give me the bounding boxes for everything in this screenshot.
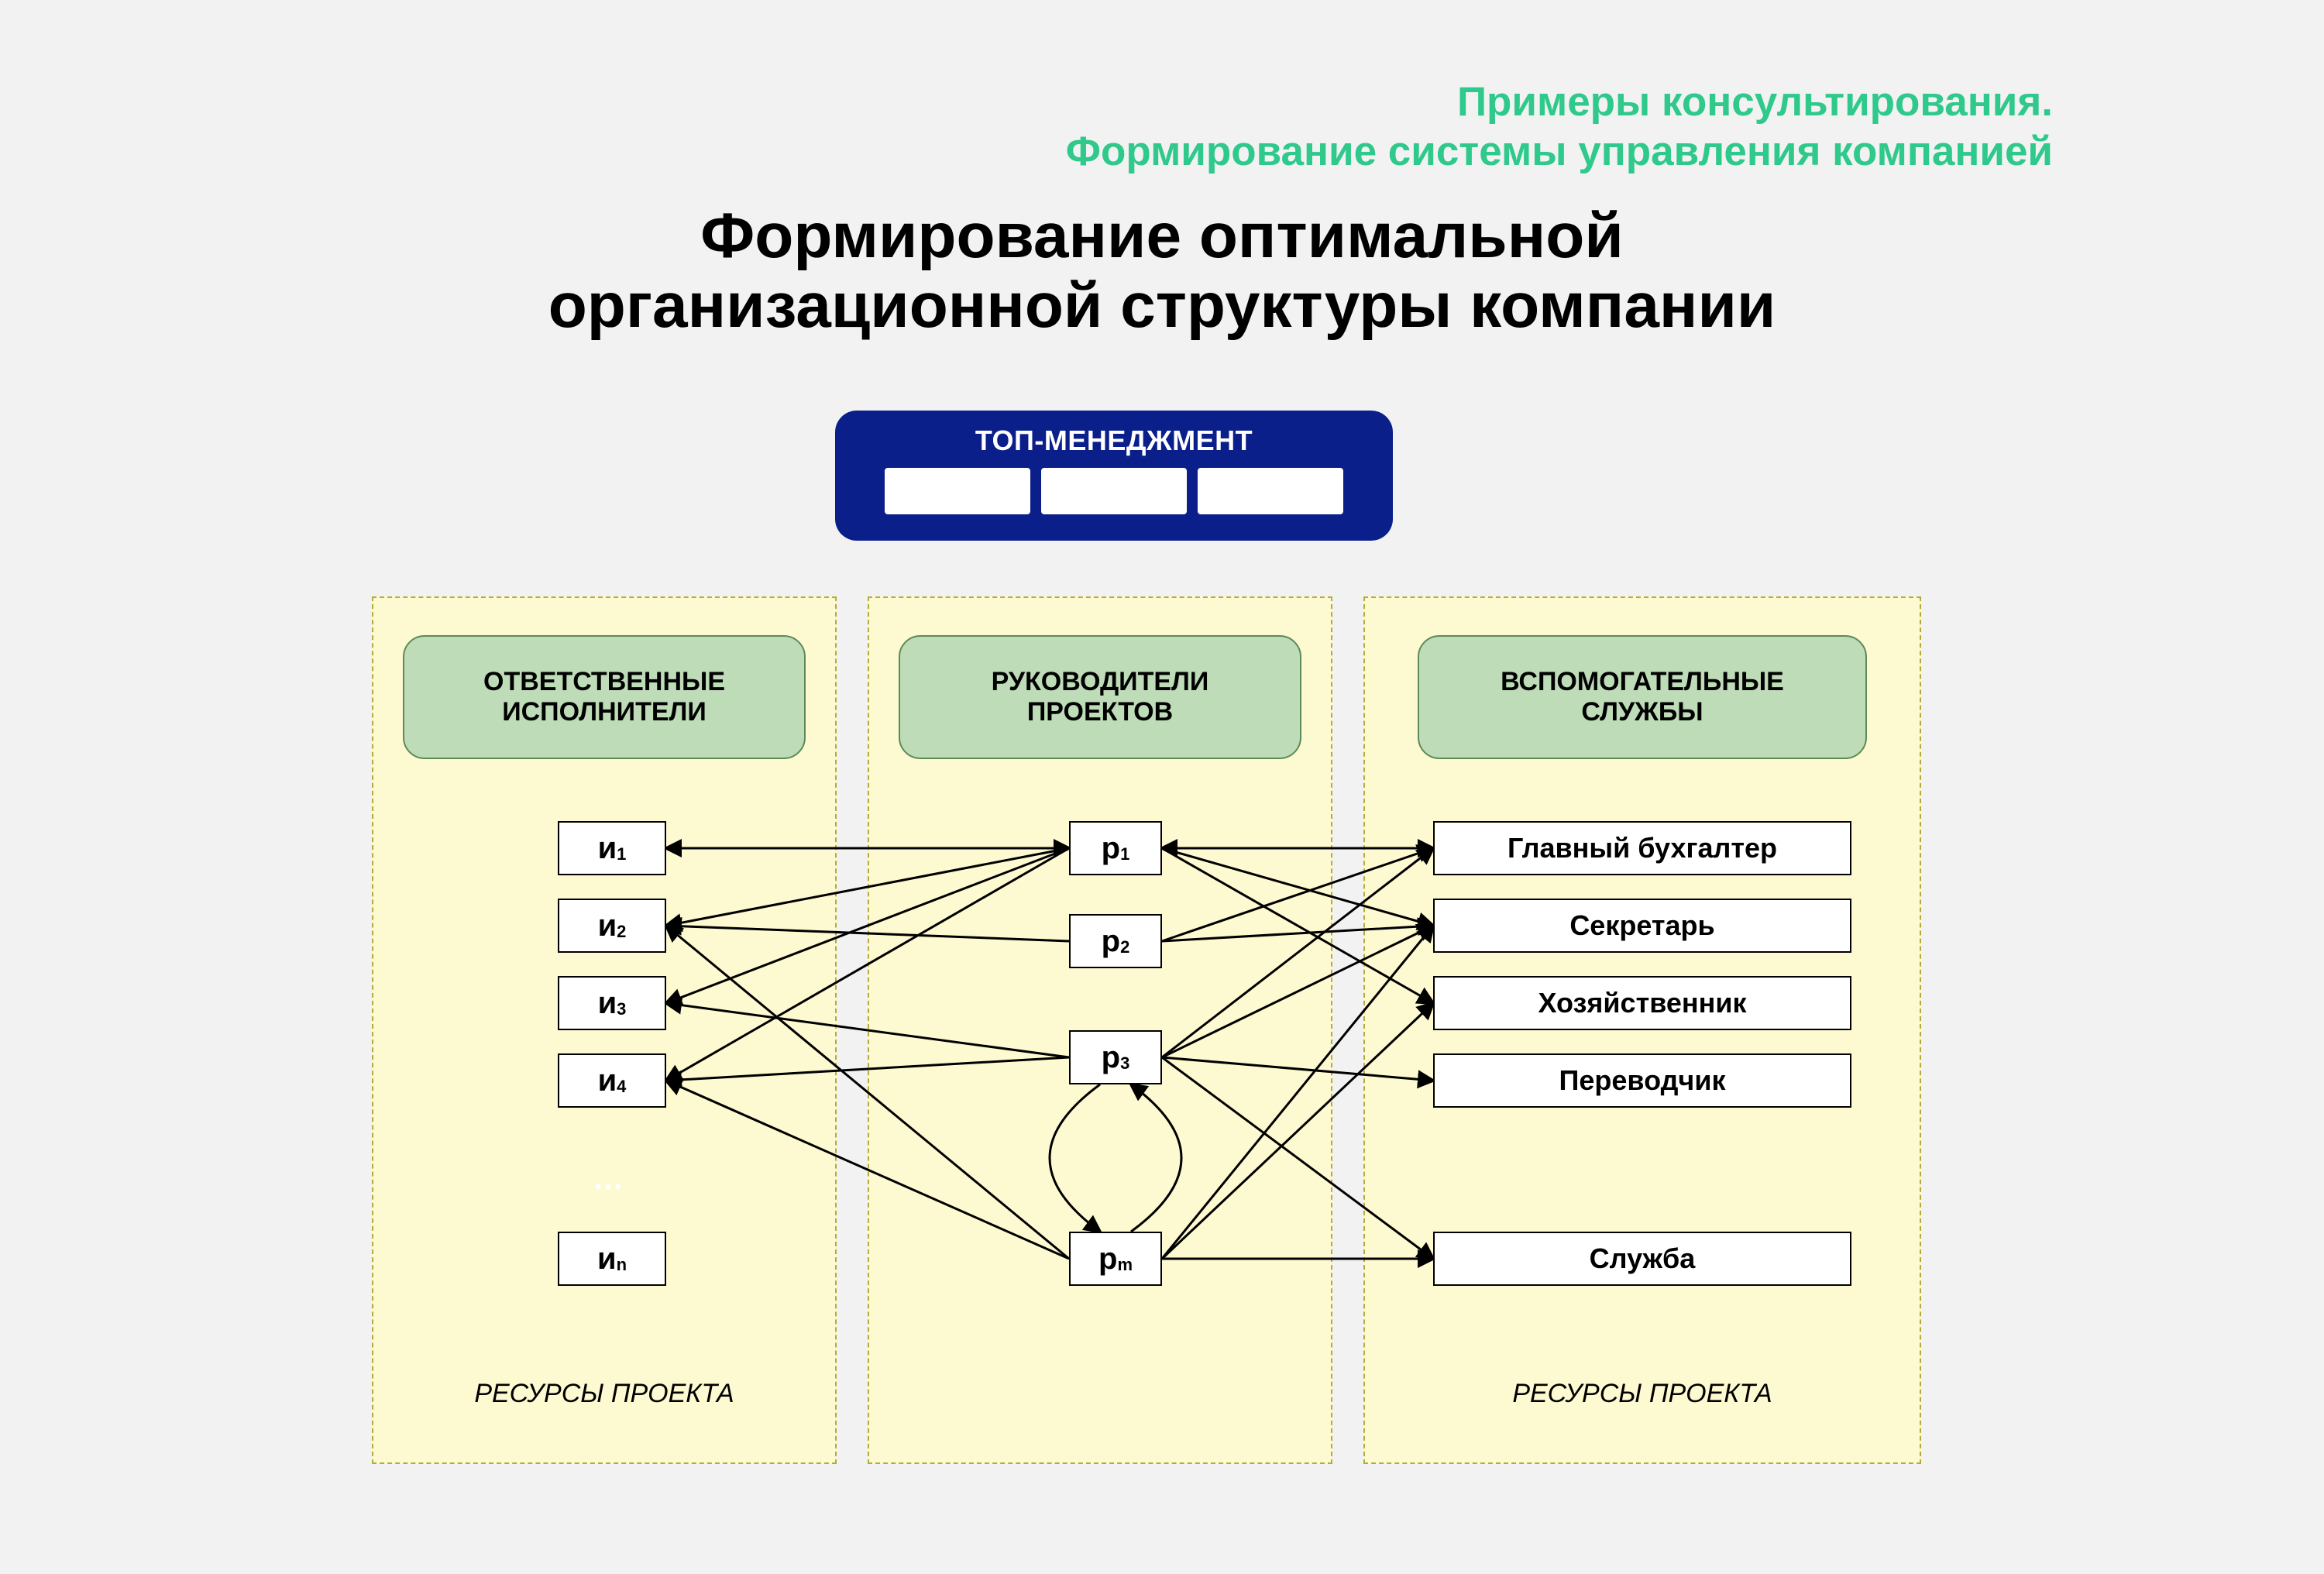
node-i1: и1	[558, 821, 666, 875]
node-base: р	[1102, 1040, 1120, 1075]
node-base: и	[598, 909, 617, 943]
supertitle-line2: Формирование системы управления компание…	[1066, 127, 2053, 177]
node-r1: Главный бухгалтер	[1433, 821, 1851, 875]
node-subscript: n	[617, 1255, 627, 1275]
footer-right: РЕСУРСЫ ПРОЕКТА	[1363, 1379, 1921, 1409]
node-base: и	[597, 1242, 617, 1277]
node-r2: Секретарь	[1433, 899, 1851, 953]
column-header-right: ВСПОМОГАТЕЛЬНЫЕ СЛУЖБЫ	[1418, 635, 1867, 759]
node-base: р	[1098, 1242, 1117, 1277]
node-in: иn	[558, 1232, 666, 1286]
node-base: и	[598, 1064, 617, 1098]
node-base: и	[598, 986, 617, 1021]
node-subscript: 3	[1120, 1053, 1129, 1074]
top-management-slot	[1041, 468, 1187, 514]
node-subscript: 2	[617, 922, 626, 942]
node-base: и	[598, 831, 617, 866]
header-right-line1: ВСПОМОГАТЕЛЬНЫЕ	[1501, 667, 1784, 697]
header-left-line1: ОТВЕТСТВЕННЫЕ	[483, 667, 725, 697]
ellipsis-left: …	[593, 1162, 624, 1197]
node-p3: р3	[1069, 1030, 1162, 1084]
footer-left: РЕСУРСЫ ПРОЕКТА	[372, 1379, 837, 1409]
node-subscript: 1	[1120, 844, 1129, 864]
node-r3: Хозяйственник	[1433, 976, 1851, 1030]
column-header-left: ОТВЕТСТВЕННЫЕ ИСПОЛНИТЕЛИ	[403, 635, 806, 759]
top-management-slots	[885, 468, 1343, 514]
node-p2: р2	[1069, 914, 1162, 968]
title-line1: Формирование оптимальной	[0, 201, 2324, 271]
node-i4: и4	[558, 1053, 666, 1108]
node-subscript: 1	[617, 844, 626, 864]
node-base: р	[1102, 924, 1120, 959]
node-i3: и3	[558, 976, 666, 1030]
node-pm: рm	[1069, 1232, 1162, 1286]
node-subscript: 2	[1120, 937, 1129, 957]
top-management-label: ТОП-МЕНЕДЖМЕНТ	[975, 424, 1253, 457]
supertitle-line1: Примеры консультирования.	[1066, 77, 2053, 127]
node-base: р	[1102, 831, 1120, 866]
top-management-slot	[1198, 468, 1343, 514]
node-i2: и2	[558, 899, 666, 953]
supertitle: Примеры консультирования. Формирование с…	[1066, 77, 2053, 176]
node-subscript: 4	[617, 1077, 626, 1097]
header-center-line2: ПРОЕКТОВ	[992, 697, 1209, 727]
node-subscript: 3	[617, 999, 626, 1019]
top-management-box: ТОП-МЕНЕДЖМЕНТ	[835, 411, 1393, 541]
node-r4: Переводчик	[1433, 1053, 1851, 1108]
header-left-line2: ИСПОЛНИТЕЛИ	[483, 697, 725, 727]
title-line2: организационной структуры компании	[0, 271, 2324, 341]
header-center-line1: РУКОВОДИТЕЛИ	[992, 667, 1209, 697]
node-p1: р1	[1069, 821, 1162, 875]
header-right-line2: СЛУЖБЫ	[1501, 697, 1784, 727]
node-r5: Служба	[1433, 1232, 1851, 1286]
top-management-slot	[885, 468, 1030, 514]
main-title: Формирование оптимальной организационной…	[0, 201, 2324, 341]
node-subscript: m	[1117, 1255, 1133, 1275]
column-header-center: РУКОВОДИТЕЛИ ПРОЕКТОВ	[899, 635, 1301, 759]
